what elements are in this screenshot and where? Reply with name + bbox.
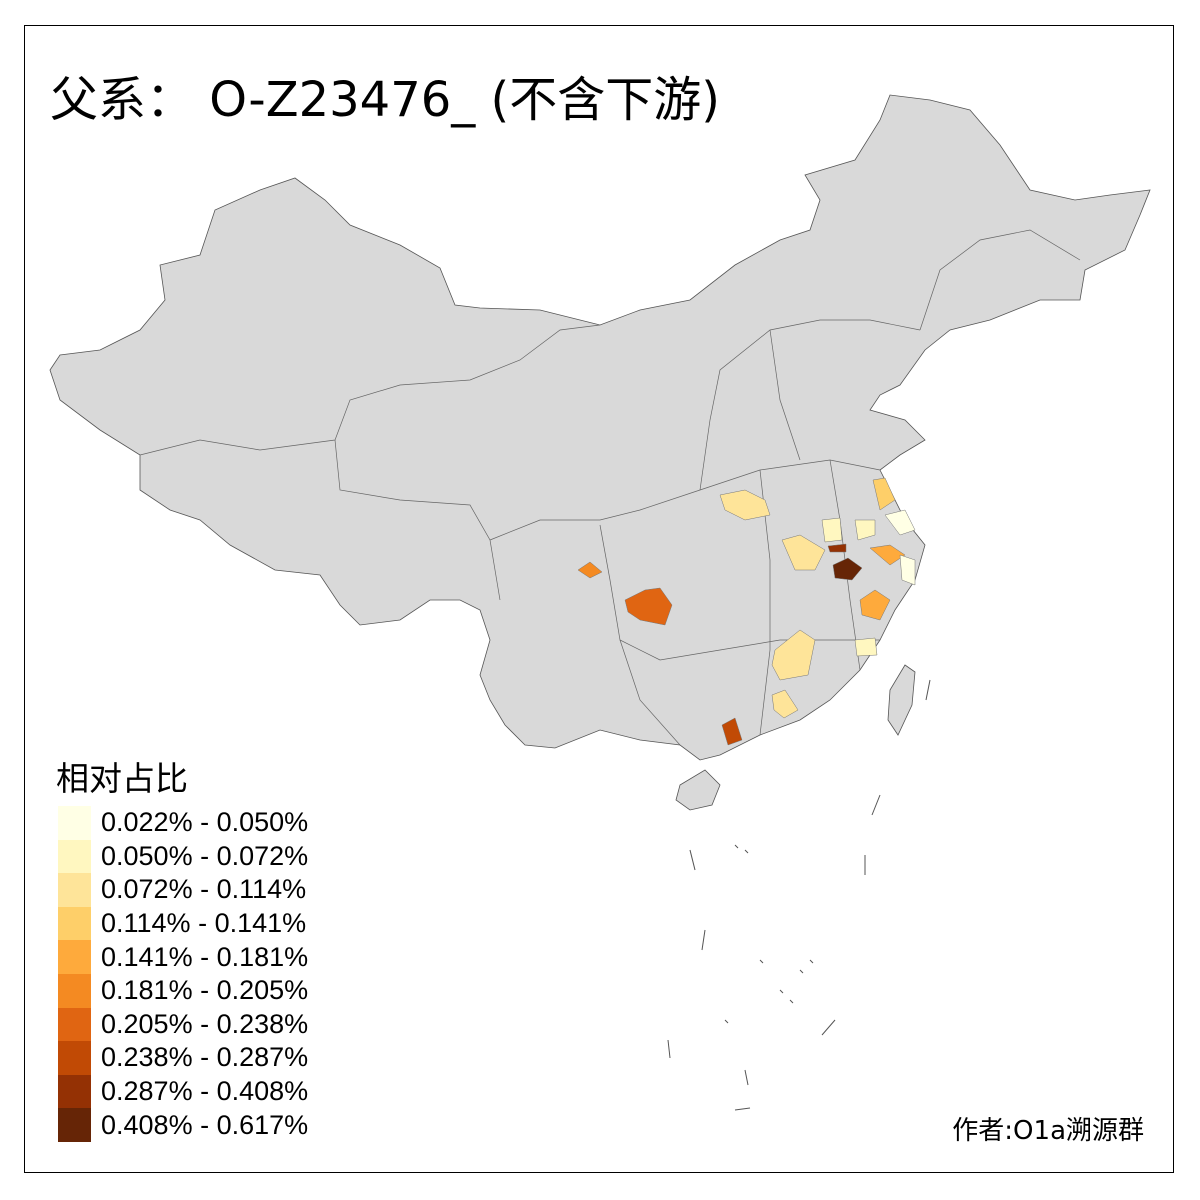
highlighted-region (869, 544, 906, 566)
legend-item: 0.072% - 0.114% (58, 873, 308, 907)
legend-swatch (58, 1007, 91, 1042)
legend-label: 0.408% - 0.617% (101, 1109, 309, 1140)
legend-label: 0.287% - 0.408% (101, 1076, 309, 1107)
legend-swatch (58, 1074, 91, 1109)
legend-swatch (58, 973, 91, 1008)
highlighted-region (719, 489, 771, 521)
legend-item: 0.114% - 0.141% (58, 906, 308, 941)
highlighted-region (832, 557, 863, 581)
highlighted-region (884, 509, 916, 536)
legend-item: 0.050% - 0.072% (58, 839, 309, 874)
highlighted-region (624, 587, 673, 626)
legend-item: 0.238% - 0.287% (58, 1041, 308, 1075)
taiwan-island (887, 664, 916, 736)
legend-item: 0.408% - 0.617% (58, 1108, 308, 1142)
legend-item: 0.205% - 0.238% (58, 1007, 309, 1042)
legend-label: 0.072% - 0.114% (101, 874, 307, 905)
legend-label: 0.050% - 0.072% (101, 840, 309, 871)
legend-item: 0.141% - 0.181% (58, 940, 308, 974)
legend-swatch (58, 906, 91, 941)
legend-label: 0.114% - 0.141% (101, 908, 307, 939)
legend-title: 相对占比 (56, 759, 188, 798)
legend-swatch (58, 839, 91, 874)
highlighted-region (781, 534, 826, 571)
highlighted-region (771, 689, 799, 719)
legend-label: 0.238% - 0.287% (101, 1042, 309, 1073)
legend-label: 0.141% - 0.181% (101, 941, 309, 972)
hainan-island (675, 769, 721, 811)
author-credit: 作者:O1a溯源群 (952, 1116, 1144, 1146)
highlighted-region (872, 477, 896, 511)
plot-border (24, 25, 1174, 1173)
legend-swatch (58, 1108, 91, 1142)
highlighted-region (854, 519, 876, 541)
legend-swatch (58, 1041, 91, 1075)
legend-swatch (58, 806, 91, 840)
legend-label: 0.022% - 0.050% (101, 807, 309, 838)
legend-label: 0.181% - 0.205% (101, 975, 309, 1006)
legend-item: 0.022% - 0.050% (58, 806, 308, 840)
highlighted-region (854, 637, 878, 657)
legend-swatch (58, 873, 91, 907)
legend-item: 0.287% - 0.408% (58, 1074, 309, 1109)
highlighted-region (859, 589, 891, 621)
highlighted-region (821, 517, 843, 543)
highlighted-region (721, 717, 743, 746)
highlighted-region (577, 561, 603, 579)
legend-item: 0.181% - 0.205% (58, 973, 309, 1008)
legend: 0.022% - 0.050% 0.050% - 0.072% 0.072% - 0… (58, 806, 308, 1142)
highlighted-region (899, 554, 916, 586)
legend-swatch (58, 940, 91, 974)
legend-label: 0.205% - 0.238% (101, 1008, 309, 1039)
china-landmass (49, 94, 1151, 761)
map-title: 父系： O-Z23476_ (不含下游) (50, 72, 720, 128)
south-china-sea-islands (667, 679, 931, 1111)
highlighted-region (771, 629, 816, 681)
highlighted-region (827, 543, 847, 553)
